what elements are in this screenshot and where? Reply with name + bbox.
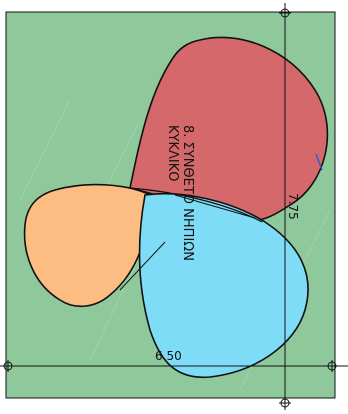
title-line-1: 8. ΣΥΝΘΕΤΟ ΝΗΠΙΩΝ — [180, 125, 195, 261]
title-leader-line — [119, 241, 166, 291]
dimension-markers — [3, 8, 337, 408]
title-label: 8. ΣΥΝΘΕΤΟ ΝΗΠΙΩΝ ΚΥΚΛΙΚΟ — [165, 125, 195, 261]
marker-tick — [315, 153, 323, 171]
pool-lobe-orange — [23, 183, 151, 308]
overlap-line-2 — [174, 194, 256, 219]
dimension-label-horizontal: 6.50 — [155, 349, 182, 363]
dimension-label-vertical: 7.75 — [286, 193, 300, 220]
title-line-2: ΚΥΚΛΙΚΟ — [165, 125, 180, 181]
pool-lobe-blue — [138, 192, 309, 379]
